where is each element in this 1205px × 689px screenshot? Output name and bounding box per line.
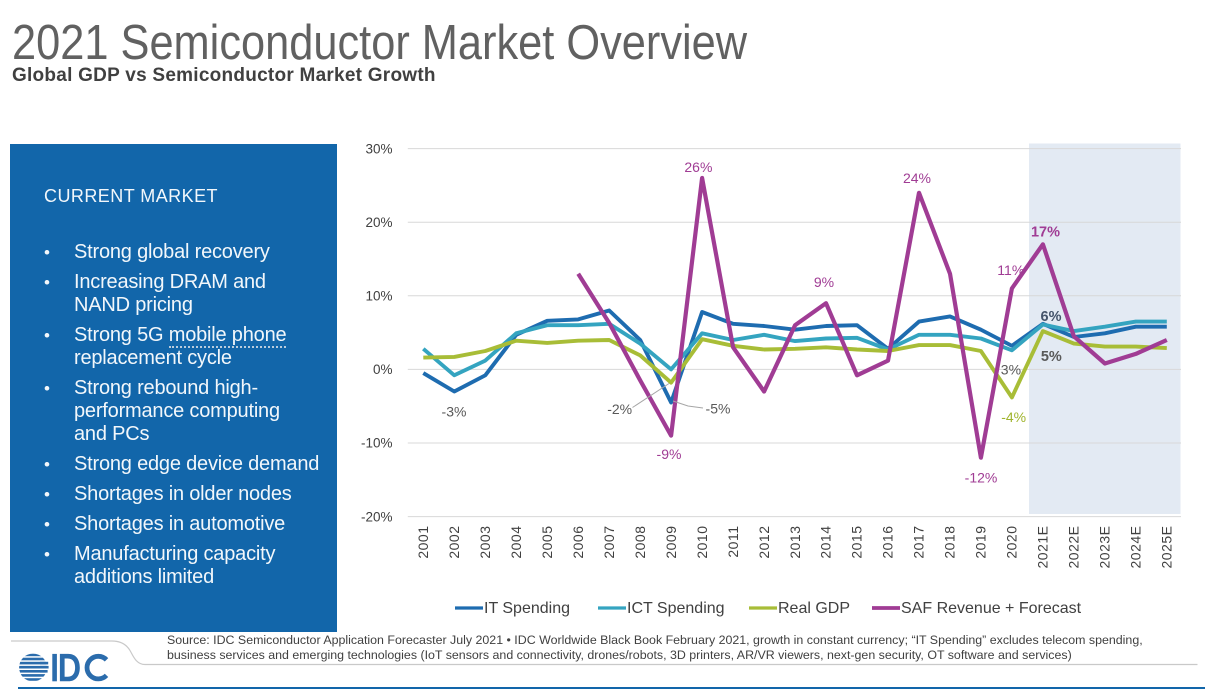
svg-text:30%: 30% [365, 141, 392, 156]
svg-text:2020: 2020 [1004, 526, 1020, 559]
svg-text:-4%: -4% [1001, 409, 1026, 425]
svg-text:3%: 3% [1001, 362, 1021, 378]
svg-text:2006: 2006 [570, 526, 586, 559]
svg-text:SAF Revenue + Forecast: SAF Revenue + Forecast [901, 600, 1082, 617]
svg-text:-9%: -9% [657, 446, 682, 462]
svg-text:2015: 2015 [849, 526, 865, 559]
svg-text:2017: 2017 [911, 526, 927, 559]
svg-text:17%: 17% [1031, 225, 1060, 241]
svg-text:11%: 11% [997, 262, 1024, 278]
svg-text:6%: 6% [1041, 309, 1062, 325]
svg-text:2013: 2013 [787, 526, 803, 559]
svg-text:-10%: -10% [361, 436, 393, 451]
svg-text:2024E: 2024E [1128, 526, 1144, 569]
svg-text:2001: 2001 [415, 526, 431, 559]
svg-text:IT Spending: IT Spending [484, 600, 570, 617]
svg-text:-2%: -2% [607, 401, 632, 417]
svg-text:2005: 2005 [539, 526, 555, 559]
svg-text:20%: 20% [365, 215, 392, 230]
svg-text:2025E: 2025E [1159, 526, 1175, 569]
svg-text:2016: 2016 [880, 526, 896, 559]
svg-text:2008: 2008 [632, 526, 648, 559]
svg-text:-3%: -3% [442, 404, 467, 420]
svg-text:2003: 2003 [477, 526, 493, 559]
svg-text:-5%: -5% [706, 401, 731, 417]
svg-text:2004: 2004 [508, 526, 524, 559]
svg-text:2023E: 2023E [1097, 526, 1113, 569]
svg-text:2007: 2007 [601, 526, 617, 559]
svg-text:-12%: -12% [965, 470, 998, 486]
svg-text:Real GDP: Real GDP [778, 600, 850, 617]
svg-text:2010: 2010 [694, 526, 710, 559]
svg-text:5%: 5% [1041, 349, 1062, 365]
svg-text:-20%: -20% [361, 509, 393, 524]
svg-text:2014: 2014 [818, 526, 834, 559]
svg-text:2012: 2012 [756, 526, 772, 559]
svg-text:2002: 2002 [446, 526, 462, 559]
svg-text:ICT Spending: ICT Spending [627, 600, 725, 617]
svg-text:26%: 26% [684, 159, 712, 175]
svg-text:2018: 2018 [942, 526, 958, 559]
svg-text:10%: 10% [365, 289, 392, 304]
svg-text:24%: 24% [903, 170, 931, 186]
svg-text:0%: 0% [373, 362, 393, 377]
svg-text:2021E: 2021E [1035, 526, 1051, 569]
svg-text:2009: 2009 [663, 526, 679, 559]
svg-text:2019: 2019 [973, 526, 989, 559]
svg-text:2011: 2011 [725, 526, 741, 558]
svg-text:9%: 9% [814, 274, 834, 290]
svg-text:2022E: 2022E [1066, 526, 1082, 569]
